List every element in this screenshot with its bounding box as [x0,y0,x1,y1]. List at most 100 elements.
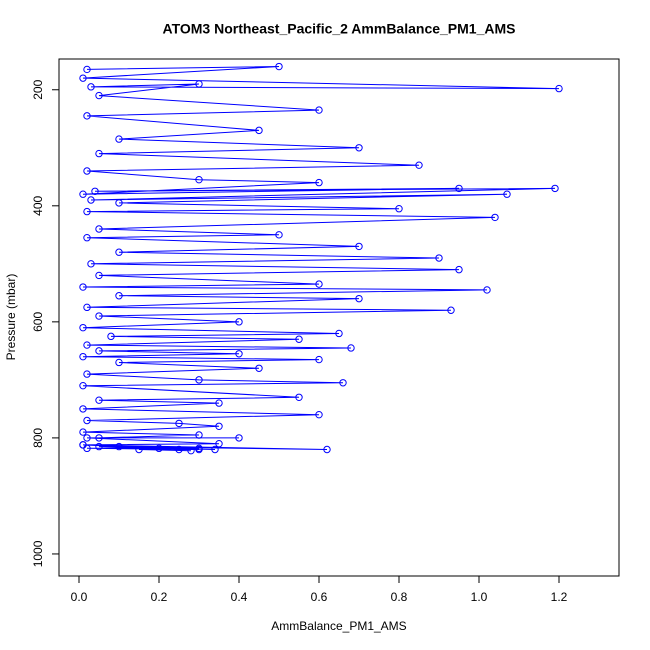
data-point [315,106,323,114]
data-point [235,350,243,358]
plot-area [79,62,563,455]
data-point [83,234,91,242]
data-point [211,445,219,454]
data-point [555,84,563,93]
data-point [235,318,243,326]
data-point [447,306,455,314]
data-point [79,441,87,449]
data-point [195,175,203,184]
x-tick-label: 1.2 [551,590,568,604]
data-point [83,112,91,120]
data-point [135,445,143,454]
data-point [87,260,95,268]
data-point [335,329,343,338]
data-point [235,434,243,442]
y-tick-label: 400 [31,195,45,215]
data-point [95,347,103,355]
data-point [295,335,303,343]
data-point [95,91,103,100]
data-point [435,254,443,262]
data-point [215,399,223,407]
data-point [83,167,91,175]
data-point [275,62,283,71]
data-point [95,396,103,404]
data-point [115,442,123,451]
data-point [315,178,323,187]
data-point [215,440,223,448]
data-point [107,332,115,341]
data-point [339,379,347,387]
data-point [355,294,363,303]
data-point [155,444,163,453]
y-tick-label: 200 [31,79,45,99]
data-point [95,434,103,442]
data-point [79,428,87,436]
x-tick-label: 0.4 [231,590,248,604]
data-point [215,422,223,430]
x-tick-label: 0.2 [151,590,168,604]
data-point [95,149,103,158]
data-point [195,80,203,88]
data-point [115,248,123,256]
data-point [115,292,123,300]
data-point [79,352,87,361]
data-point [455,184,463,193]
data-point [87,196,95,204]
data-point [315,280,323,288]
data-point [355,144,363,152]
data-point [95,312,103,320]
data-point [79,405,87,413]
data-point [83,303,91,312]
data-point [295,393,303,401]
data-point [83,434,91,442]
data-point [395,205,403,213]
data-point [95,225,103,233]
data-point [79,190,87,198]
data-point [355,242,363,251]
chart-title: ATOM3 Northeast_Pacific_2 AmmBalance_PM1… [163,21,516,37]
x-axis-label: AmmBalance_PM1_AMS [271,619,406,633]
data-point [83,370,91,378]
data-point [83,207,91,216]
data-point [503,190,511,198]
data-point [415,161,423,169]
x-tick-label: 0.0 [71,590,88,604]
data-point [255,126,263,135]
data-point [95,442,103,451]
y-tick-label: 800 [31,428,45,448]
data-point [195,376,203,384]
data-point [115,199,123,207]
data-point [91,187,99,195]
data-point [83,341,91,349]
data-point [83,65,91,74]
data-point [79,323,87,332]
data-point [115,358,123,367]
data-point [79,283,87,291]
data-point [195,444,203,453]
data-point [79,74,87,82]
data-point [275,231,283,239]
data-point [315,410,323,419]
data-point [455,265,463,274]
data-point [83,416,91,425]
y-axis-label: Pressure (mbar) [4,274,18,361]
data-point [175,419,183,428]
data-point [491,213,499,222]
x-tick-label: 0.6 [311,590,328,604]
data-point [551,184,559,193]
y-tick-label: 1000 [31,540,45,567]
data-point [95,271,103,280]
y-tick-label: 600 [31,312,45,332]
data-point [87,83,95,91]
data-point [323,445,331,454]
data-point [187,446,195,455]
data-point [195,431,203,439]
data-point [175,445,183,454]
x-tick-label: 1.0 [471,590,488,604]
data-point [483,286,491,294]
data-point [255,364,263,372]
data-line [82,66,560,452]
data-point [79,381,87,390]
